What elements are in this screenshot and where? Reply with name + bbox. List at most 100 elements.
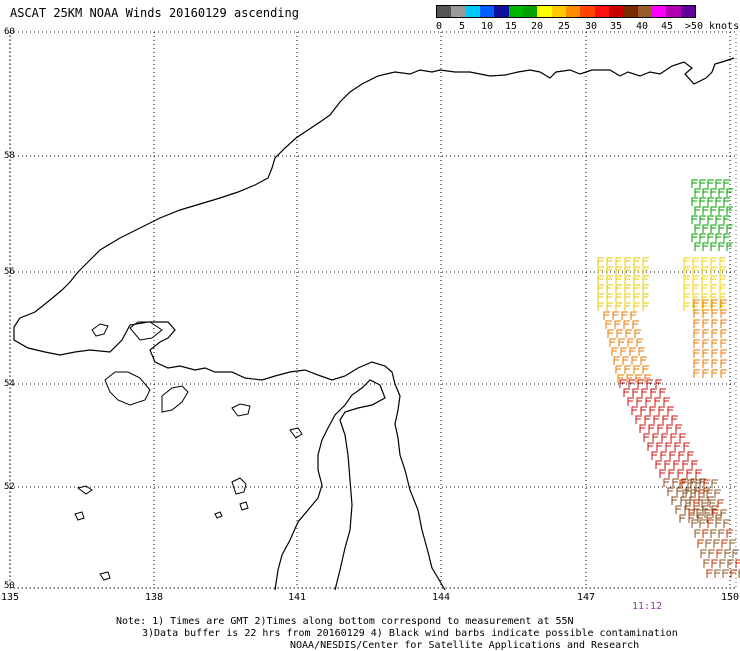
colorbar-segment	[451, 6, 466, 17]
colorbar-segment	[537, 6, 552, 17]
wind-barb	[633, 266, 640, 275]
wind-barb	[707, 519, 714, 528]
wind-barb	[683, 284, 690, 293]
wind-barb	[722, 569, 729, 578]
wind-barb	[684, 505, 691, 514]
wind-barb	[694, 529, 701, 538]
wind-barb	[720, 339, 727, 348]
wind-barb	[597, 293, 604, 302]
wind-barb	[694, 188, 701, 197]
wind-barb	[723, 197, 730, 206]
colorbar-label: 30	[584, 21, 598, 32]
wind-barb	[597, 257, 604, 266]
wind-barb	[657, 424, 664, 433]
wind-barb	[642, 275, 649, 284]
wind-barb	[710, 266, 717, 275]
wind-barb	[615, 257, 622, 266]
wind-barb	[699, 215, 706, 224]
wind-barb	[691, 179, 698, 188]
wind-barb	[642, 284, 649, 293]
wind-barb	[692, 284, 699, 293]
wind-barb	[651, 451, 658, 460]
lon-label-141: 141	[287, 592, 307, 603]
wind-barb	[730, 569, 737, 578]
map-title: ASCAT 25KM NOAA Winds 20160129 ascending	[10, 6, 299, 20]
colorbar-label: 20	[530, 21, 544, 32]
colorbar-segment	[594, 6, 609, 17]
wind-barb	[693, 349, 700, 358]
wind-barb	[615, 266, 622, 275]
wind-barb	[638, 347, 645, 356]
wind-barb	[682, 460, 689, 469]
wind-barb	[643, 433, 650, 442]
wind-barb	[693, 319, 700, 328]
wind-barb	[714, 569, 721, 578]
wind-barb	[702, 329, 709, 338]
island-11	[129, 321, 163, 341]
wind-barb	[606, 257, 613, 266]
wind-barb	[720, 359, 727, 368]
wind-barb	[683, 302, 690, 311]
wind-barb	[693, 369, 700, 378]
wind-barb	[711, 309, 718, 318]
wind-barb	[718, 188, 725, 197]
wind-barb	[718, 242, 725, 251]
wind-barb	[636, 338, 643, 347]
wind-barb	[676, 487, 683, 496]
wind-barb	[703, 559, 710, 568]
wind-barb	[640, 406, 647, 415]
wind-barb	[659, 388, 666, 397]
plot-frame	[9, 31, 737, 589]
wind-barb	[710, 293, 717, 302]
note-line-3: NOAA/NESDIS/Center for Satellite Applica…	[290, 640, 640, 651]
wind-barb	[660, 451, 667, 460]
wind-barb	[710, 188, 717, 197]
wind-barb	[711, 329, 718, 338]
wind-barb	[695, 469, 702, 478]
wind-barb	[633, 293, 640, 302]
wind-barb	[606, 275, 613, 284]
colorbar-label: 10	[480, 21, 494, 32]
wind-barb	[644, 374, 651, 383]
colorbar-segment	[637, 6, 652, 17]
wind-barb	[668, 469, 675, 478]
wind-barb	[606, 293, 613, 302]
wind-barb	[642, 257, 649, 266]
wind-barb	[624, 284, 631, 293]
wind-barb	[633, 284, 640, 293]
wind-barb	[658, 406, 665, 415]
wind-barb	[702, 319, 709, 328]
wind-barb	[724, 549, 731, 558]
wind-barb	[696, 509, 703, 518]
wind-barb	[710, 257, 717, 266]
wind-barb	[718, 224, 725, 233]
wind-barb	[626, 374, 633, 383]
wind-barb	[716, 549, 723, 558]
wind-barb	[597, 302, 604, 311]
wind-barb	[624, 275, 631, 284]
wind-barb	[711, 339, 718, 348]
wind-barb	[597, 275, 604, 284]
wind-barb	[691, 197, 698, 206]
wind-barb	[633, 275, 640, 284]
wind-map	[9, 31, 740, 591]
wind-barb	[695, 479, 702, 488]
wind-barb	[671, 496, 678, 505]
wind-barb	[633, 257, 640, 266]
wind-barb	[679, 433, 686, 442]
wind-barb	[662, 415, 669, 424]
wind-barb	[623, 388, 630, 397]
wind-barb	[624, 293, 631, 302]
wind-barb	[634, 329, 641, 338]
wind-barb	[620, 347, 627, 356]
wind-barb	[661, 433, 668, 442]
wind-barb	[720, 369, 727, 378]
island-8	[99, 571, 111, 581]
wind-barb	[627, 397, 634, 406]
wind-barb	[702, 299, 709, 308]
island-7	[74, 511, 85, 521]
wind-barb	[720, 329, 727, 338]
wind-barb	[691, 519, 698, 528]
island-10	[214, 511, 223, 519]
wind-barb	[709, 499, 716, 508]
